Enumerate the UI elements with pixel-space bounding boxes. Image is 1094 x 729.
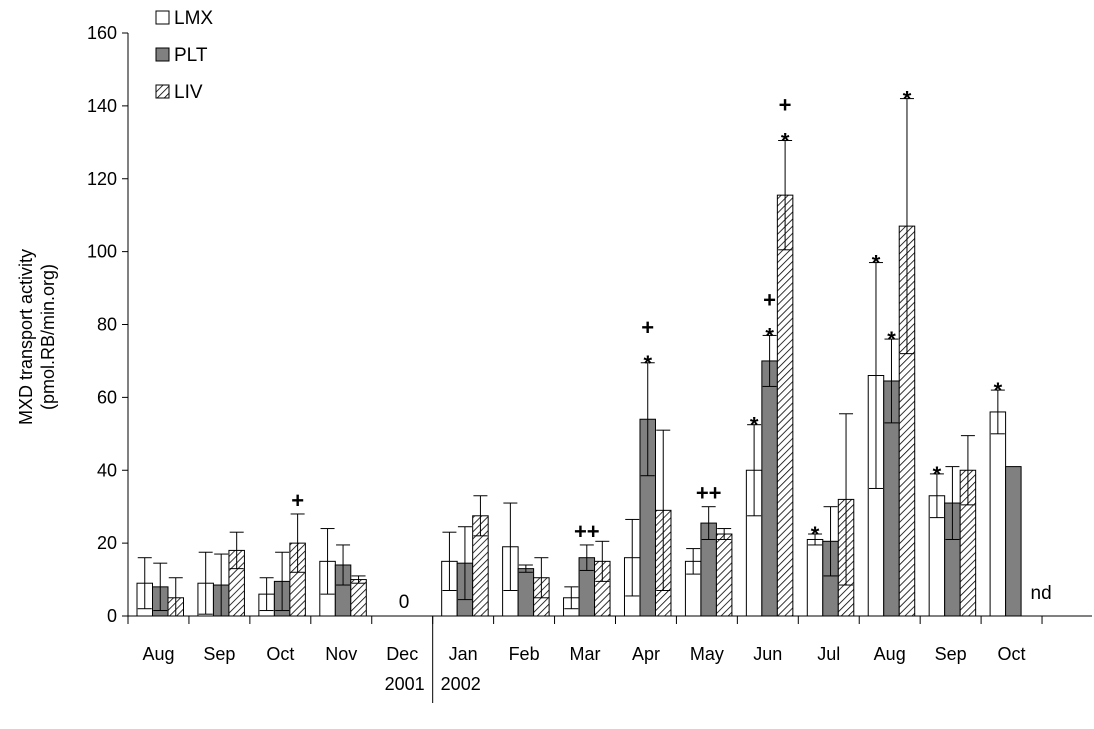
annotation-mark: + — [779, 92, 792, 117]
x-tick-label: Nov — [325, 644, 357, 664]
bar-lmx — [806, 538, 824, 617]
annotation-mark: * — [765, 323, 774, 348]
bar-plt — [761, 360, 778, 617]
annotation-mark: + — [641, 315, 654, 340]
annotation-mark: + — [291, 488, 304, 513]
bar-lmx — [989, 411, 1007, 617]
y-axis-unit: (pmol.RB/min.org) — [38, 264, 58, 410]
annotation-mark: * — [781, 128, 790, 153]
annotation-mark: * — [872, 251, 881, 276]
x-tick-label: Oct — [998, 644, 1026, 664]
y-axis-title: MXD transport activity — [16, 249, 36, 425]
annotation-mark: * — [811, 522, 820, 547]
x-tick-label: Mar — [570, 644, 601, 664]
x-tick-label: Jul — [817, 644, 840, 664]
annotation-mark: * — [933, 462, 942, 487]
annotation-mark: * — [903, 87, 912, 112]
y-tick-label: 0 — [107, 606, 117, 626]
annotation-mark: ++ — [696, 481, 722, 506]
annotation-mark: * — [994, 378, 1003, 403]
x-tick-label: Jun — [753, 644, 782, 664]
bar-plt — [1005, 466, 1022, 617]
bar-liv — [350, 579, 367, 617]
annotation-mark: * — [643, 351, 652, 376]
year-label-2002: 2002 — [441, 674, 481, 694]
annotations-layer: +0++*+++**+*+******nd — [291, 87, 1051, 613]
y-tick-label: 160 — [87, 23, 117, 43]
annotation-mark: * — [887, 327, 896, 352]
y-tick-label: 40 — [97, 460, 117, 480]
y-tick-label: 80 — [97, 315, 117, 335]
x-tick-label: Feb — [509, 644, 540, 664]
y-tick-label: 60 — [97, 387, 117, 407]
year-label-2001: 2001 — [385, 674, 425, 694]
bar-plt — [517, 568, 535, 617]
x-tick-label: Aug — [142, 644, 174, 664]
y-tick-label: 140 — [87, 96, 117, 116]
annotation-mark: ++ — [574, 519, 600, 544]
x-tick-label: Aug — [874, 644, 906, 664]
annotation-mark: 0 — [399, 592, 410, 613]
x-tick-label: Sep — [935, 644, 967, 664]
legend-swatch-plt — [155, 47, 170, 62]
x-tick-label: Oct — [266, 644, 294, 664]
legend-swatch-liv — [155, 84, 170, 99]
legend-swatch-lmx — [155, 10, 170, 25]
legend-label-plt: PLT — [174, 45, 208, 66]
y-tick-label: 120 — [87, 169, 117, 189]
legend-label-liv: LIV — [174, 82, 203, 103]
annotation-mark: nd — [1031, 583, 1052, 604]
x-tick-label: Jan — [449, 644, 478, 664]
x-tick-label: Apr — [632, 644, 660, 664]
x-tick-label: Dec — [386, 644, 418, 664]
bar-liv — [776, 194, 794, 617]
bar-liv — [715, 533, 733, 617]
annotation-mark: * — [750, 413, 759, 438]
annotation-mark: + — [763, 287, 776, 312]
y-tick-label: 20 — [97, 533, 117, 553]
x-tick-label: May — [690, 644, 724, 664]
legend: LMX PLT LIV — [155, 8, 213, 103]
x-tick-label: Sep — [203, 644, 235, 664]
bars-layer — [136, 98, 1022, 617]
y-tick-label: 100 — [87, 242, 117, 262]
legend-label-lmx: LMX — [174, 8, 213, 29]
